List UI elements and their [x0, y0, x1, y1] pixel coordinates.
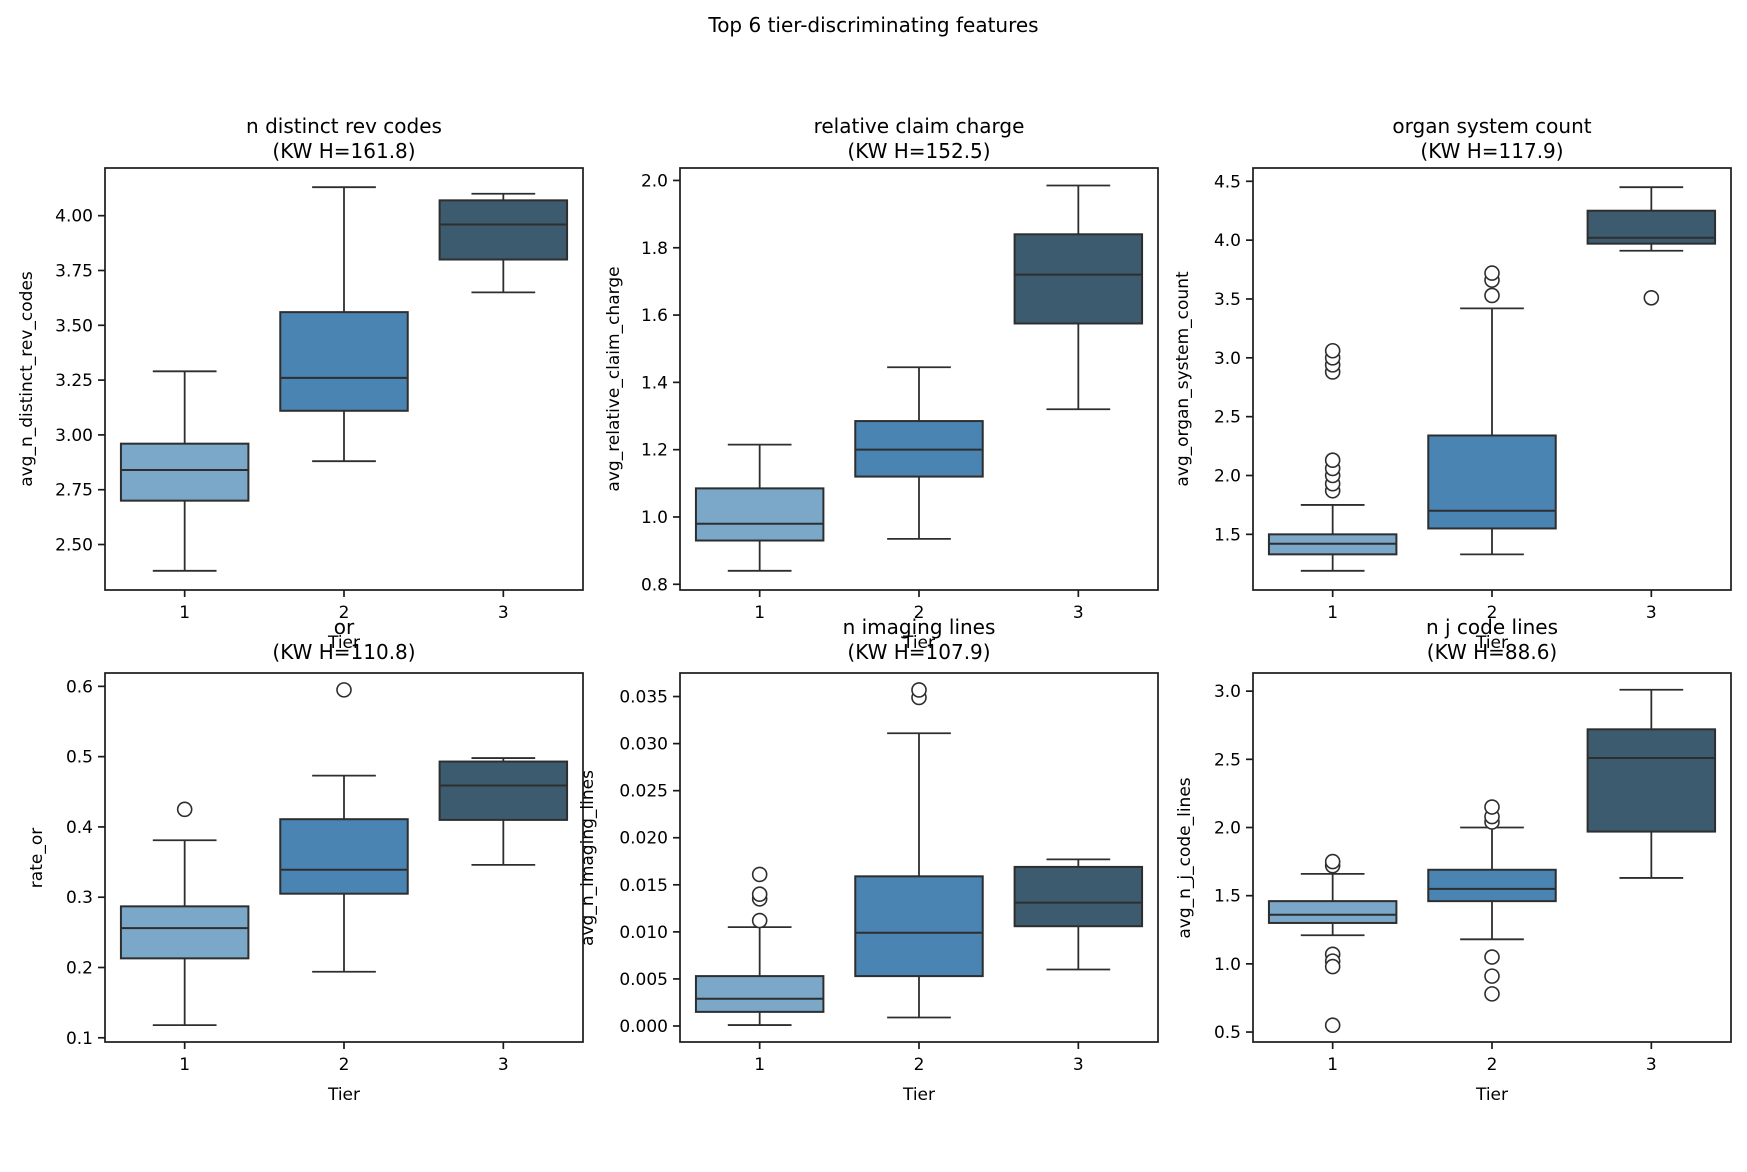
- svg-text:3.00: 3.00: [55, 426, 93, 446]
- svg-text:0.035: 0.035: [619, 688, 668, 708]
- svg-text:2: 2: [339, 603, 350, 623]
- svg-text:2: 2: [1487, 603, 1498, 623]
- svg-text:0.3: 0.3: [66, 888, 93, 908]
- svg-text:3: 3: [498, 603, 509, 623]
- svg-text:0.000: 0.000: [619, 1017, 668, 1037]
- x-axis-label: Tier: [327, 1085, 361, 1105]
- svg-text:3.75: 3.75: [55, 261, 93, 281]
- x-axis-label: Tier: [902, 633, 936, 653]
- boxplot-axes: 1.5 2.0 2.5 3.0 3.5 4.0 4.5 1 2 3: [1214, 167, 1732, 623]
- figure-suptitle: Top 6 tier-discriminating features: [708, 13, 1039, 37]
- svg-text:1.2: 1.2: [641, 441, 668, 461]
- svg-text:0.4: 0.4: [66, 818, 93, 838]
- svg-text:1.0: 1.0: [1214, 955, 1241, 975]
- y-axis-label: avg_n_imaging_lines: [578, 770, 598, 946]
- svg-text:3: 3: [1646, 603, 1657, 623]
- svg-text:3.5: 3.5: [1214, 290, 1241, 310]
- svg-text:1.5: 1.5: [1214, 887, 1241, 907]
- svg-text:1: 1: [754, 603, 765, 623]
- x-axis-label: Tier: [327, 633, 361, 653]
- boxplot-axes: 0.8 1.0 1.2 1.4 1.6 1.8 2.0 1 2 3: [641, 167, 1159, 623]
- svg-text:1.0: 1.0: [641, 508, 668, 528]
- svg-text:3: 3: [1073, 603, 1084, 623]
- svg-text:0.1: 0.1: [66, 1029, 93, 1049]
- subplot-title: n distinct rev codes (KW H=161.8): [246, 114, 442, 163]
- svg-text:0.010: 0.010: [619, 923, 668, 943]
- svg-text:0.2: 0.2: [66, 958, 93, 978]
- svg-text:1.8: 1.8: [641, 239, 668, 259]
- svg-text:3.50: 3.50: [55, 316, 93, 336]
- x-axis-label: Tier: [1475, 633, 1509, 653]
- svg-text:0.005: 0.005: [619, 970, 668, 990]
- x-axis-label: Tier: [1475, 1085, 1509, 1105]
- svg-text:0.025: 0.025: [619, 782, 668, 802]
- y-axis-label: avg_organ_system_count: [1173, 271, 1193, 487]
- svg-text:3: 3: [1073, 1055, 1084, 1075]
- subplot-title: relative claim charge (KW H=152.5): [813, 114, 1025, 163]
- boxplot-axes: 0.5 1.0 1.5 2.0 2.5 3.0 1 2 3: [1214, 672, 1732, 1075]
- svg-text:2.0: 2.0: [641, 171, 668, 191]
- svg-text:0.5: 0.5: [1214, 1023, 1241, 1043]
- svg-text:1: 1: [1327, 603, 1338, 623]
- svg-text:2.5: 2.5: [1214, 408, 1241, 428]
- boxplot-axes: 0.1 0.2 0.3 0.4 0.5 0.6 1 2 3: [66, 672, 584, 1075]
- svg-text:0.5: 0.5: [66, 748, 93, 768]
- svg-text:2.50: 2.50: [55, 536, 93, 556]
- boxplot-axes: 0.000 0.005 0.010 0.015 0.020 0.025 0.030 0.035…: [619, 672, 1159, 1075]
- y-axis-label: avg_relative_claim_charge: [604, 266, 624, 492]
- subplot-title: or (KW H=110.8): [272, 615, 416, 664]
- subplot-title: organ system count (KW H=117.9): [1392, 114, 1592, 163]
- svg-text:2.0: 2.0: [1214, 466, 1241, 486]
- svg-text:1.4: 1.4: [641, 373, 668, 393]
- subplot-title: n imaging lines (KW H=107.9): [842, 615, 996, 664]
- svg-text:0.030: 0.030: [619, 735, 668, 755]
- subplot-title: n j code lines (KW H=88.6): [1425, 615, 1559, 664]
- svg-text:4.0: 4.0: [1214, 231, 1241, 251]
- svg-text:4.00: 4.00: [55, 207, 93, 227]
- svg-text:2.75: 2.75: [55, 481, 93, 501]
- svg-text:1: 1: [179, 603, 190, 623]
- svg-text:2: 2: [339, 1055, 350, 1075]
- y-axis-label: avg_n_distinct_rev_codes: [17, 271, 37, 487]
- svg-text:2: 2: [914, 603, 925, 623]
- svg-text:2.0: 2.0: [1214, 819, 1241, 839]
- svg-text:4.5: 4.5: [1214, 172, 1241, 192]
- svg-text:0.020: 0.020: [619, 829, 668, 849]
- svg-text:2.5: 2.5: [1214, 750, 1241, 770]
- svg-text:2: 2: [1487, 1055, 1498, 1075]
- svg-text:1: 1: [1327, 1055, 1338, 1075]
- svg-text:1.5: 1.5: [1214, 525, 1241, 545]
- svg-text:1.6: 1.6: [641, 306, 668, 326]
- svg-text:0.015: 0.015: [619, 876, 668, 896]
- svg-text:0.8: 0.8: [641, 575, 668, 595]
- svg-text:0.6: 0.6: [66, 677, 93, 697]
- y-axis-label: rate_or: [27, 827, 47, 889]
- boxplot-axes: 2.50 2.75 3.00 3.25 3.50 3.75 4.00 1 2 3: [55, 167, 584, 623]
- svg-text:3.0: 3.0: [1214, 682, 1241, 702]
- svg-text:1: 1: [179, 1055, 190, 1075]
- svg-text:3: 3: [1646, 1055, 1657, 1075]
- y-axis-label: avg_n_j_code_lines: [1175, 777, 1195, 939]
- svg-text:3: 3: [498, 1055, 509, 1075]
- x-axis-label: Tier: [902, 1085, 936, 1105]
- svg-text:3.25: 3.25: [55, 371, 93, 391]
- svg-text:2: 2: [914, 1055, 925, 1075]
- svg-text:1: 1: [754, 1055, 765, 1075]
- svg-text:3.0: 3.0: [1214, 349, 1241, 369]
